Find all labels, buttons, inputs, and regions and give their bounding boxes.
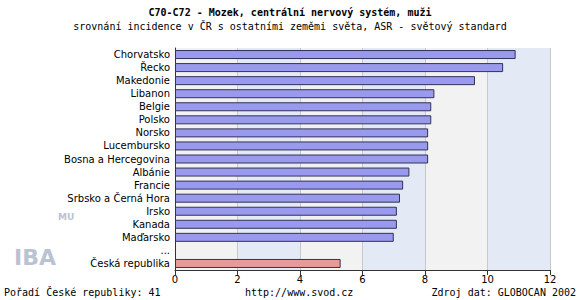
svg-text:Česká republika: Česká republika [90, 257, 170, 269]
svg-text:C70-C72 - Mozek, centrální ner: C70-C72 - Mozek, centrální nervový systé… [149, 7, 432, 18]
svg-text:IBA: IBA [14, 245, 56, 270]
svg-text:Belgie: Belgie [139, 101, 170, 112]
svg-text:12: 12 [544, 274, 557, 285]
svg-text:Albánie: Albánie [133, 167, 170, 178]
svg-text:Řecko: Řecko [140, 61, 170, 73]
svg-text:Lucembursko: Lucembursko [103, 140, 170, 151]
svg-text:4: 4 [297, 274, 303, 285]
svg-text:2: 2 [234, 274, 240, 285]
svg-text:Norsko: Norsko [136, 127, 170, 138]
svg-text:Chorvatsko: Chorvatsko [114, 49, 170, 60]
svg-text:Libanon: Libanon [130, 88, 170, 99]
svg-text:Irsko: Irsko [146, 206, 170, 217]
svg-text:6: 6 [359, 274, 365, 285]
svg-text:Polsko: Polsko [139, 114, 170, 125]
svg-text:Pořadí České republiky: 41: Pořadí České republiky: 41 [4, 286, 161, 298]
svg-text:Srbsko a Černá Hora: Srbsko a Černá Hora [67, 192, 170, 204]
svg-text:Makedonie: Makedonie [116, 75, 170, 86]
svg-text:10: 10 [481, 274, 494, 285]
svg-text:0: 0 [172, 274, 178, 285]
svg-text:Francie: Francie [134, 180, 170, 191]
svg-text:Maďarsko: Maďarsko [122, 232, 170, 243]
svg-text:Bosna a Hercegovina: Bosna a Hercegovina [64, 154, 170, 165]
svg-text:8: 8 [422, 274, 428, 285]
svg-text:srovnání incidence v ČR s osta: srovnání incidence v ČR s ostatními země… [73, 20, 506, 32]
svg-text:http://www.svod.cz: http://www.svod.cz [245, 287, 353, 298]
svg-text:Kanada: Kanada [133, 219, 170, 230]
svg-text:Zdroj dat: GLOBOCAN 2002: Zdroj dat: GLOBOCAN 2002 [432, 287, 577, 298]
svg-text:MU: MU [58, 212, 74, 222]
svg-text:...: ... [160, 245, 170, 256]
